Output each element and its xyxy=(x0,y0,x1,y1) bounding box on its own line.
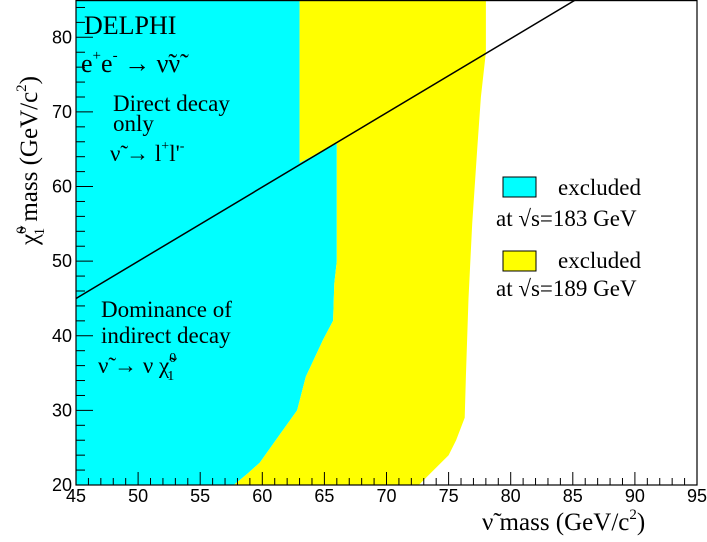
legend-label-189: excluded xyxy=(558,248,642,273)
x-tick-label: 65 xyxy=(314,486,334,506)
direct-decay-line2: only xyxy=(113,111,154,136)
y-tick-label: 30 xyxy=(52,400,72,420)
x-tick-label: 50 xyxy=(128,486,148,506)
kinematic-limit-line xyxy=(75,0,576,300)
legend-swatch-183 xyxy=(502,176,537,198)
legend-swatch-189 xyxy=(502,250,537,272)
y-tick-label: 60 xyxy=(52,177,72,197)
legend-sub-189: at √s=189 GeV xyxy=(496,276,637,301)
legend-sub-183: at √s=183 GeV xyxy=(496,206,637,231)
excluded-region-1 xyxy=(233,0,486,485)
excluded-regions xyxy=(76,0,486,485)
y-axis-ticks: 20 30 40 50 60 70 80 xyxy=(52,6,93,495)
x-axis-title: ν̃ mass (GeV/c2) xyxy=(482,507,645,536)
y-tick-label: 20 xyxy=(52,475,72,495)
direct-decay-line3: ν̃ → l+l'- xyxy=(110,139,185,166)
x-tick-label: 95 xyxy=(687,486,707,506)
y-tick-label: 80 xyxy=(52,27,72,47)
x-axis-ticks: 45 50 55 60 65 70 75 80 85 90 95 xyxy=(66,472,707,506)
legend-label-183: excluded xyxy=(558,175,642,200)
x-tick-label: 85 xyxy=(563,486,583,506)
excluded-region-0 xyxy=(76,0,337,485)
x-tick-label: 60 xyxy=(252,486,272,506)
y-tick-label: 70 xyxy=(52,102,72,122)
direct-decay-line1: Direct decay xyxy=(113,91,230,116)
y-axis-title: χ̃0 1 mass (GeV/c2) xyxy=(14,76,48,246)
kinematic-limit-line-segment xyxy=(75,0,576,300)
experiment-label: DELPHI xyxy=(84,11,176,40)
indirect-decay-line1: Dominance of xyxy=(101,297,232,322)
legend: excluded at √s=183 GeV excluded at √s=18… xyxy=(496,175,642,301)
x-tick-label: 90 xyxy=(625,486,645,506)
x-tick-label: 80 xyxy=(501,486,521,506)
x-tick-label: 55 xyxy=(190,486,210,506)
indirect-decay-line2: indirect decay xyxy=(101,323,231,348)
x-tick-label: 75 xyxy=(439,486,459,506)
indirect-decay-line3: ν̃ → ν χ̃0 1 xyxy=(98,351,177,384)
process-label: e+e- → ν̃ν̃ xyxy=(81,48,189,78)
x-tick-label: 70 xyxy=(376,486,396,506)
y-tick-label: 40 xyxy=(52,326,72,346)
x-tick-label: 45 xyxy=(66,486,86,506)
y-tick-label: 50 xyxy=(52,251,72,271)
